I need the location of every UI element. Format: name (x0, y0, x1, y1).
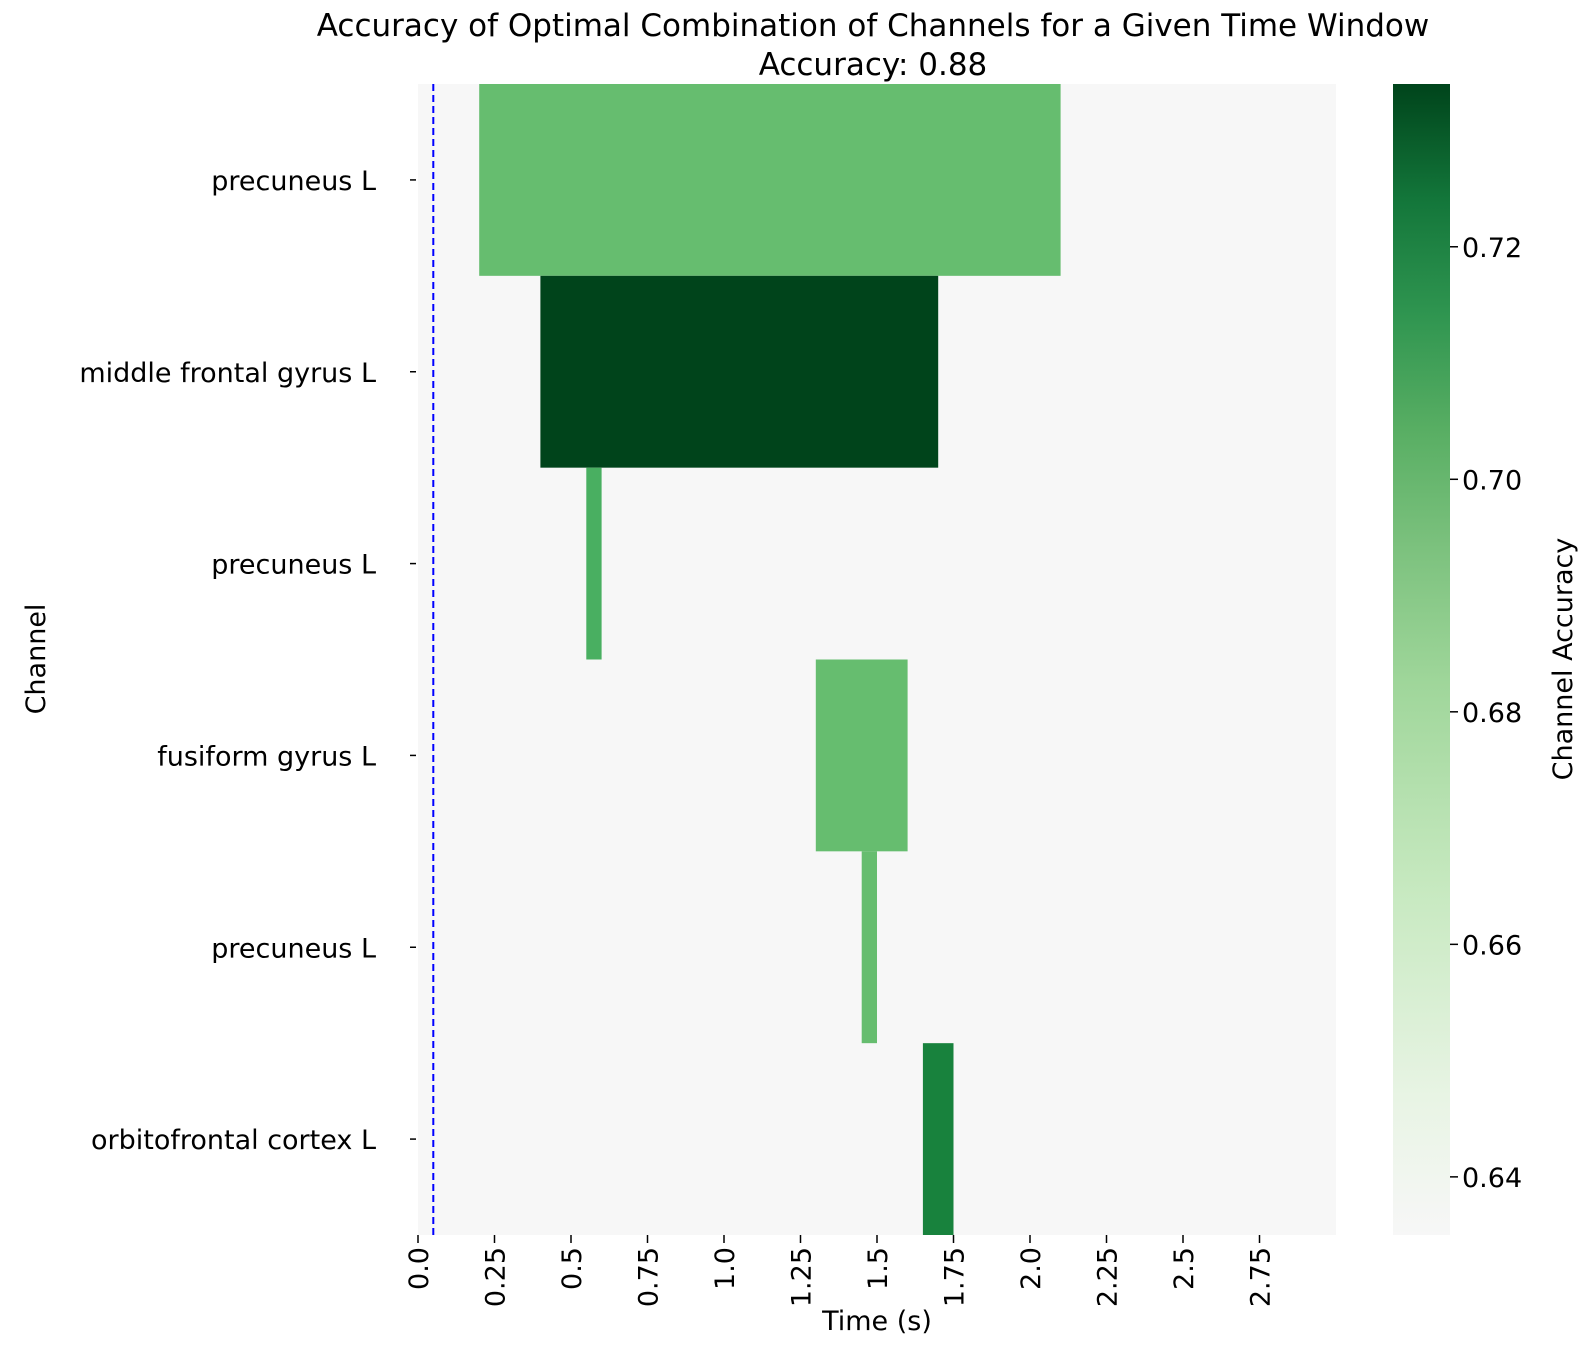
chart-subtitle: Accuracy: 0.88 (759, 47, 988, 83)
x-tick-label: 1.75 (940, 1247, 971, 1307)
x-tick-label: 0.25 (481, 1247, 512, 1307)
colorbar-tick-label: 0.72 (1462, 233, 1522, 264)
heatmap-cell (540, 275, 939, 468)
y-tick-label: fusiform gyrus L (157, 741, 376, 772)
x-tick-label: 0.5 (557, 1247, 588, 1290)
colorbar-tick-label: 0.64 (1462, 1163, 1522, 1194)
colorbar-label: Channel Accuracy (1548, 538, 1579, 781)
colorbar-tick-label: 0.66 (1462, 930, 1522, 961)
y-tick-labels: precuneus L middle frontal gyrus L precune… (79, 166, 376, 1156)
x-tick-label: 2.0 (1016, 1247, 1047, 1290)
x-tick-label: 1.5 (863, 1247, 894, 1290)
x-tick-label: 0.75 (634, 1247, 665, 1307)
x-tick-label: 0.0 (404, 1247, 435, 1290)
x-tick-label: 1.0 (710, 1247, 741, 1290)
y-tick-label: precuneus L (211, 550, 376, 581)
y-tick-label: precuneus L (211, 166, 376, 197)
y-tick-label: precuneus L (211, 933, 376, 964)
colorbar-tick-label: 0.68 (1462, 698, 1522, 729)
heatmap-cell (815, 659, 908, 852)
heatmap-cell (922, 1043, 954, 1235)
colorbar-ticks: 0.64 0.66 0.68 0.70 0.72 (1450, 233, 1522, 1194)
x-tick-label: 1.25 (787, 1247, 818, 1307)
colorbar (1393, 84, 1450, 1235)
y-tick-label: middle frontal gyrus L (79, 358, 376, 389)
x-axis-label: Time (s) (821, 1306, 932, 1337)
heatmap-cell (861, 851, 877, 1044)
x-tick-marks (417, 1235, 1261, 1243)
chart-title: Accuracy of Optimal Combination of Chann… (317, 8, 1429, 44)
x-tick-label: 2.75 (1246, 1247, 1277, 1307)
heatmap-cells (479, 84, 1061, 1235)
y-axis-label: Channel (21, 604, 52, 715)
colorbar-tick-label: 0.70 (1462, 465, 1522, 496)
heatmap-cell (586, 467, 602, 660)
x-tick-label: 2.25 (1093, 1247, 1124, 1307)
x-tick-labels: 0.0 0.25 0.5 0.75 1.0 1.25 1.5 1.75 2.0 2.25 2.5 2.… (404, 1247, 1277, 1307)
x-tick-label: 2.5 (1169, 1247, 1200, 1290)
y-tick-marks (410, 179, 416, 1140)
heatmap-cell (479, 84, 1061, 276)
y-tick-label: orbitofrontal cortex L (91, 1125, 376, 1156)
